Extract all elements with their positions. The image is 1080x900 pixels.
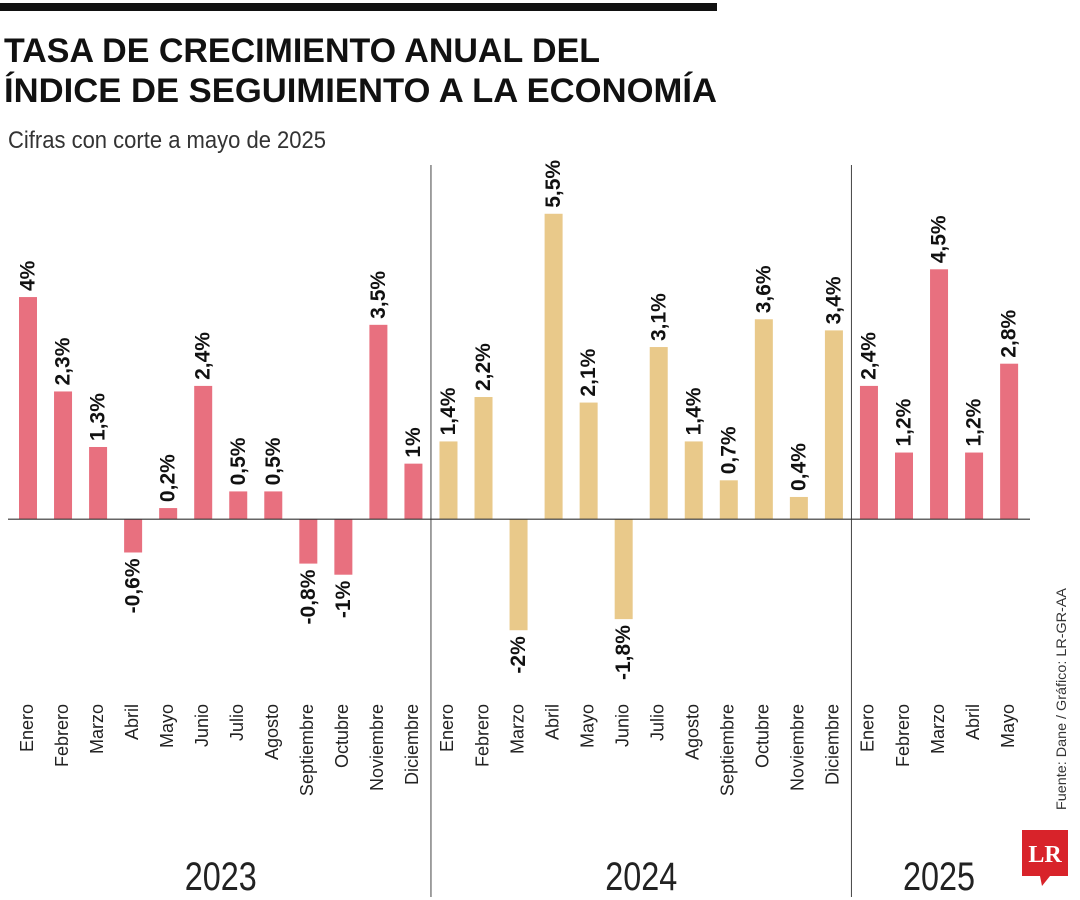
bar	[754, 319, 773, 520]
x-tick-label: Mayo	[998, 704, 1018, 748]
source: Fuente: Dane / Gráfico: LR-GR-AA	[1053, 587, 1069, 810]
value-label: 1,3%	[87, 393, 110, 441]
x-tick-label: Mayo	[577, 704, 597, 748]
x-tick-label: Agosto	[683, 704, 703, 760]
x-tick-label: Julio	[227, 704, 247, 741]
value-label: 4,5%	[928, 215, 951, 263]
bar	[614, 519, 633, 620]
bar	[89, 446, 108, 520]
x-tick-label: Diciembre	[402, 704, 422, 785]
value-label: 2,1%	[577, 348, 600, 396]
x-tick-label: Marzo	[928, 704, 948, 754]
value-label: 2,3%	[52, 337, 75, 385]
value-label: 1,2%	[963, 398, 986, 446]
value-label: -1%	[332, 580, 355, 618]
bar	[299, 519, 318, 564]
x-tick-label: Septiembre	[297, 704, 317, 796]
value-label: 0,7%	[717, 426, 740, 474]
bar	[824, 330, 843, 520]
x-tick-label: Junio	[192, 704, 212, 747]
value-label: 1,4%	[437, 387, 460, 435]
bar	[895, 452, 913, 520]
x-tick-label: Abril	[542, 704, 562, 740]
value-label: 3,1%	[647, 293, 670, 341]
value-label: -0,6%	[122, 558, 145, 613]
bar	[124, 519, 143, 553]
bar	[334, 519, 353, 575]
bar	[579, 402, 598, 520]
year-label: 2025	[903, 855, 975, 899]
bar	[194, 385, 213, 520]
top-rule	[0, 3, 717, 11]
value-label: 3,5%	[367, 271, 390, 319]
value-label: 0,5%	[262, 437, 285, 485]
chart-title: TASA DE CRECIMIENTO ANUAL DEL	[4, 32, 600, 70]
bar	[544, 213, 563, 520]
bar	[229, 491, 248, 520]
value-label: 2,4%	[192, 332, 215, 380]
bar	[369, 324, 388, 520]
value-label: 4%	[17, 260, 40, 291]
bar	[859, 385, 878, 520]
bar	[19, 297, 37, 520]
x-tick-label: Febrero	[472, 704, 492, 767]
bar	[264, 491, 283, 520]
bar	[439, 441, 458, 520]
value-label: -2%	[507, 636, 530, 674]
bar	[930, 269, 949, 520]
bar	[1000, 363, 1019, 520]
value-label: 0,5%	[227, 437, 250, 485]
value-label: 1%	[402, 427, 425, 458]
bar	[684, 441, 703, 520]
chart-title: ÍNDICE DE SEGUIMIENTO A LA ECONOMÍA	[4, 72, 717, 110]
value-label: 1,2%	[893, 398, 916, 446]
x-tick-label: Marzo	[507, 704, 527, 754]
value-label: 2,4%	[858, 332, 881, 380]
bar	[649, 347, 668, 520]
x-tick-label: Octubre	[332, 704, 352, 768]
x-tick-label: Julio	[647, 704, 667, 741]
logo-badge	[1022, 830, 1068, 886]
value-label: 0,2%	[157, 454, 180, 502]
x-tick-label: Mayo	[157, 704, 177, 748]
x-tick-label: Agosto	[262, 704, 282, 760]
x-tick-label: Diciembre	[823, 704, 843, 785]
year-label: 2024	[605, 855, 677, 899]
bar	[54, 391, 73, 520]
value-label: 5,5%	[542, 160, 565, 208]
value-label: -0,8%	[297, 569, 320, 624]
x-tick-label: Octubre	[753, 704, 773, 768]
chart-subtitle: Cifras con corte a mayo de 2025	[8, 127, 326, 154]
bar	[474, 397, 493, 520]
bar	[789, 496, 808, 520]
x-tick-label: Junio	[612, 704, 632, 747]
x-tick-label: Abril	[963, 704, 983, 740]
x-tick-label: Septiembre	[718, 704, 738, 796]
bar	[509, 519, 528, 631]
year-label: 2023	[185, 855, 257, 899]
x-tick-label: Marzo	[87, 704, 107, 754]
x-tick-label: Noviembre	[367, 704, 387, 791]
logo: LR	[1028, 842, 1062, 868]
value-label: 3,6%	[752, 265, 775, 313]
value-label: 1,4%	[682, 387, 705, 435]
bar	[159, 508, 178, 520]
x-tick-label: Noviembre	[788, 704, 808, 791]
x-tick-label: Febrero	[893, 704, 913, 767]
x-tick-label: Febrero	[52, 704, 72, 767]
x-tick-label: Enero	[437, 704, 457, 752]
value-label: -1,8%	[612, 625, 635, 680]
bar	[719, 480, 738, 520]
value-label: 3,4%	[822, 276, 845, 324]
x-tick-label: Abril	[122, 704, 142, 740]
x-tick-label: Enero	[17, 704, 37, 752]
bar	[965, 452, 984, 520]
value-label: 2,8%	[998, 310, 1021, 358]
value-label: 0,4%	[787, 443, 810, 491]
bar	[404, 463, 423, 520]
x-tick-label: Enero	[858, 704, 878, 752]
value-label: 2,2%	[472, 343, 495, 391]
